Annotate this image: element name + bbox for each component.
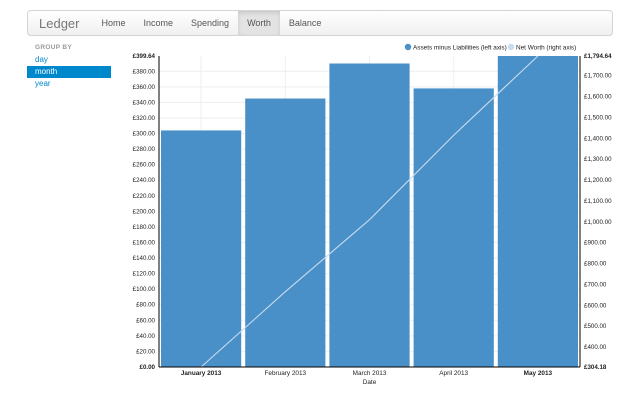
left-axis-tick-label: £320.00 <box>133 115 156 122</box>
right-axis-tick-label: £1,600.00 <box>584 94 612 101</box>
right-axis-tick-label: £1,200.00 <box>584 177 612 184</box>
right-axis-tick-label: £800.00 <box>584 261 607 268</box>
left-axis-tick-label: £100.00 <box>133 286 156 293</box>
x-axis-category-label: May 2013 <box>524 370 553 377</box>
right-axis-max-label: £1,794.64 <box>584 53 612 60</box>
left-axis-tick-label: £40.00 <box>136 333 155 340</box>
left-axis-tick-label: £280.00 <box>133 146 156 153</box>
legend-swatch-net-worth[interactable] <box>507 43 515 51</box>
nav-spending[interactable]: Spending <box>191 18 230 28</box>
left-axis-tick-label: £260.00 <box>133 162 156 169</box>
x-axis-category-label: February 2013 <box>265 370 307 377</box>
legend-swatch-assets[interactable] <box>404 43 412 51</box>
right-axis-tick-label: £600.00 <box>584 302 607 309</box>
legend-label-assets: Assets minus Liabilities (left axis) <box>413 44 507 51</box>
bar[interactable] <box>413 88 494 367</box>
x-axis-category-label: April 2013 <box>439 370 468 377</box>
group-by-year[interactable]: year <box>35 79 51 88</box>
right-axis-tick-label: £1,500.00 <box>584 114 612 121</box>
right-axis-tick-label: £1,100.00 <box>584 198 612 205</box>
bar[interactable] <box>161 130 242 367</box>
left-axis-tick-label: £340.00 <box>133 99 156 106</box>
left-axis-tick-label: £360.00 <box>133 84 156 91</box>
left-axis-tick-label: £220.00 <box>133 193 156 200</box>
left-axis-tick-label: £300.00 <box>133 131 156 138</box>
top-navbar: Ledger Home Income Spending Worth Balanc… <box>27 10 613 36</box>
right-axis-tick-label: £900.00 <box>584 240 607 247</box>
left-axis-tick-label: £240.00 <box>133 177 156 184</box>
left-axis-tick-label: £180.00 <box>133 224 156 231</box>
left-axis-tick-label: £60.00 <box>136 317 155 324</box>
x-axis-category-label: March 2013 <box>353 370 387 377</box>
left-axis-min-label: £0.00 <box>140 364 156 371</box>
group-by-heading: GROUP BY <box>35 44 72 51</box>
right-axis-tick-label: £400.00 <box>584 344 607 351</box>
nav-income[interactable]: Income <box>143 18 174 28</box>
nav-balance[interactable]: Balance <box>288 18 322 28</box>
group-by-day[interactable]: day <box>35 55 48 64</box>
left-axis-tick-label: £80.00 <box>136 302 155 309</box>
right-axis-tick-label: £1,400.00 <box>584 135 612 142</box>
right-axis-tick-label: £1,700.00 <box>584 73 612 80</box>
x-axis-category-label: January 2013 <box>181 370 222 377</box>
bar[interactable] <box>329 63 410 367</box>
brand-logo[interactable]: Ledger <box>39 15 80 31</box>
right-axis-tick-label: £1,000.00 <box>584 219 612 226</box>
left-axis-tick-label: £140.00 <box>133 255 156 262</box>
right-axis-min-label: £304.18 <box>584 364 607 371</box>
right-axis-tick-label: £1,300.00 <box>584 156 612 163</box>
left-axis-tick-label: £200.00 <box>133 208 156 215</box>
group-by-sidebar: GROUP BY day month year <box>27 44 111 90</box>
nav-worth[interactable]: Worth <box>238 11 280 35</box>
bar[interactable] <box>497 56 578 367</box>
left-axis-tick-label: £120.00 <box>133 271 156 278</box>
bar[interactable] <box>245 98 326 367</box>
right-axis-tick-label: £500.00 <box>584 323 607 330</box>
legend-label-net-worth: Net Worth (right axis) <box>516 44 576 51</box>
left-axis-tick-label: £380.00 <box>133 68 156 75</box>
nav-home[interactable]: Home <box>101 18 126 28</box>
left-axis-tick-label: £20.00 <box>136 348 155 355</box>
group-by-month[interactable]: month <box>27 66 111 78</box>
x-axis-title: Date <box>363 379 377 386</box>
net-worth-line[interactable] <box>200 55 539 368</box>
left-axis-max-label: £399.64 <box>133 53 156 60</box>
right-axis-tick-label: £700.00 <box>584 281 607 288</box>
left-axis-tick-label: £160.00 <box>133 239 156 246</box>
